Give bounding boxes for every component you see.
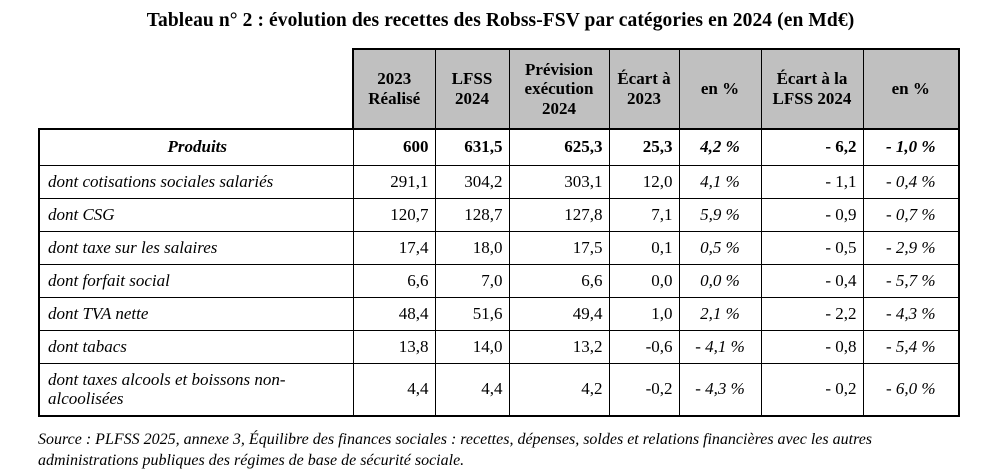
cell: - 0,4 [760, 263, 864, 298]
cell: 631,5 [434, 128, 510, 166]
header-row: 2023 Réalisé LFSS 2024 Prévision exécuti… [39, 48, 960, 130]
cell: - 2,9 % [862, 230, 960, 265]
cell: - 4,3 % [862, 296, 960, 331]
header-cell-pct-2: en % [862, 48, 960, 130]
cell: - 0,4 % [862, 164, 960, 199]
cell: 4,1 % [678, 164, 762, 199]
cell: - 1,0 % [862, 128, 960, 166]
table-row-taxe-salaires: dont taxe sur les salaires 17,4 18,0 17,… [38, 230, 960, 265]
header-corner-cell [39, 49, 353, 129]
cell: 1,0 [608, 296, 680, 331]
row-label: Produits [38, 128, 354, 166]
header-cell-ecart-2023: Écart à 2023 [608, 48, 680, 130]
row-label: dont forfait social [38, 263, 354, 298]
cell: 18,0 [434, 230, 510, 265]
cell: - 0,7 % [862, 197, 960, 232]
cell: 49,4 [508, 296, 610, 331]
cell: 12,0 [608, 164, 680, 199]
cell: 128,7 [434, 197, 510, 232]
cell: 51,6 [434, 296, 510, 331]
header-cell-prevision-execution: Prévision exécution 2024 [508, 48, 610, 130]
cell: 7,0 [434, 263, 510, 298]
cell: 17,4 [352, 230, 436, 265]
cell: - 0,2 [760, 362, 864, 417]
cell: 127,8 [508, 197, 610, 232]
cell: 0,0 [608, 263, 680, 298]
cell: 304,2 [434, 164, 510, 199]
cell: 625,3 [508, 128, 610, 166]
cell: 13,8 [352, 329, 436, 364]
table-row-tabacs: dont tabacs 13,8 14,0 13,2 -0,6 - 4,1 % … [38, 329, 960, 364]
cell: - 2,2 [760, 296, 864, 331]
table-row-tva-nette: dont TVA nette 48,4 51,6 49,4 1,0 2,1 % … [38, 296, 960, 331]
cell: 0,5 % [678, 230, 762, 265]
cell: 303,1 [508, 164, 610, 199]
cell: 5,9 % [678, 197, 762, 232]
table-row-alcools: dont taxes alcools et boissons non-alcoo… [38, 362, 960, 417]
header-cell-pct-1: en % [678, 48, 762, 130]
cell: - 5,4 % [862, 329, 960, 364]
table-row-produits: Produits 600 631,5 625,3 25,3 4,2 % - 6,… [38, 128, 960, 166]
cell: - 0,9 [760, 197, 864, 232]
row-label: dont taxes alcools et boissons non-alcoo… [38, 362, 354, 417]
cell: 25,3 [608, 128, 680, 166]
cell: - 5,7 % [862, 263, 960, 298]
cell: 48,4 [352, 296, 436, 331]
cell: 6,6 [352, 263, 436, 298]
recettes-robss-fsv-table: 2023 Réalisé LFSS 2024 Prévision exécuti… [38, 48, 960, 417]
cell: 0,0 % [678, 263, 762, 298]
row-label: dont taxe sur les salaires [38, 230, 354, 265]
cell: 4,4 [352, 362, 436, 417]
cell: 291,1 [352, 164, 436, 199]
cell: 2,1 % [678, 296, 762, 331]
cell: 7,1 [608, 197, 680, 232]
cell: 17,5 [508, 230, 610, 265]
cell: - 4,3 % [678, 362, 762, 417]
cell: -0,6 [608, 329, 680, 364]
cell: 4,2 [508, 362, 610, 417]
header-cell-lfss-2024: LFSS 2024 [434, 48, 510, 130]
cell: - 6,2 [760, 128, 864, 166]
cell: - 6,0 % [862, 362, 960, 417]
cell: - 4,1 % [678, 329, 762, 364]
cell: 13,2 [508, 329, 610, 364]
row-label: dont TVA nette [38, 296, 354, 331]
cell: - 1,1 [760, 164, 864, 199]
row-label: dont CSG [38, 197, 354, 232]
table-row-csg: dont CSG 120,7 128,7 127,8 7,1 5,9 % - 0… [38, 197, 960, 232]
cell: - 0,5 [760, 230, 864, 265]
header-cell-2023-realise: 2023 Réalisé [352, 48, 436, 130]
header-cell-ecart-lfss: Écart à la LFSS 2024 [760, 48, 864, 130]
table-row-cotisations: dont cotisations sociales salariés 291,1… [38, 164, 960, 199]
cell: 14,0 [434, 329, 510, 364]
cell: 6,6 [508, 263, 610, 298]
cell: 120,7 [352, 197, 436, 232]
cell: 0,1 [608, 230, 680, 265]
cell: - 0,8 [760, 329, 864, 364]
cell: 4,2 % [678, 128, 762, 166]
row-label: dont cotisations sociales salariés [38, 164, 354, 199]
table-row-forfait-social: dont forfait social 6,6 7,0 6,6 0,0 0,0 … [38, 263, 960, 298]
source-note: Source : PLFSS 2025, annexe 3, Équilibre… [38, 431, 873, 470]
cell: -0,2 [608, 362, 680, 417]
cell: 4,4 [434, 362, 510, 417]
table-title: Tableau n° 2 : évolution des recettes de… [146, 10, 855, 31]
row-label: dont tabacs [38, 329, 354, 364]
cell: 600 [352, 128, 436, 166]
